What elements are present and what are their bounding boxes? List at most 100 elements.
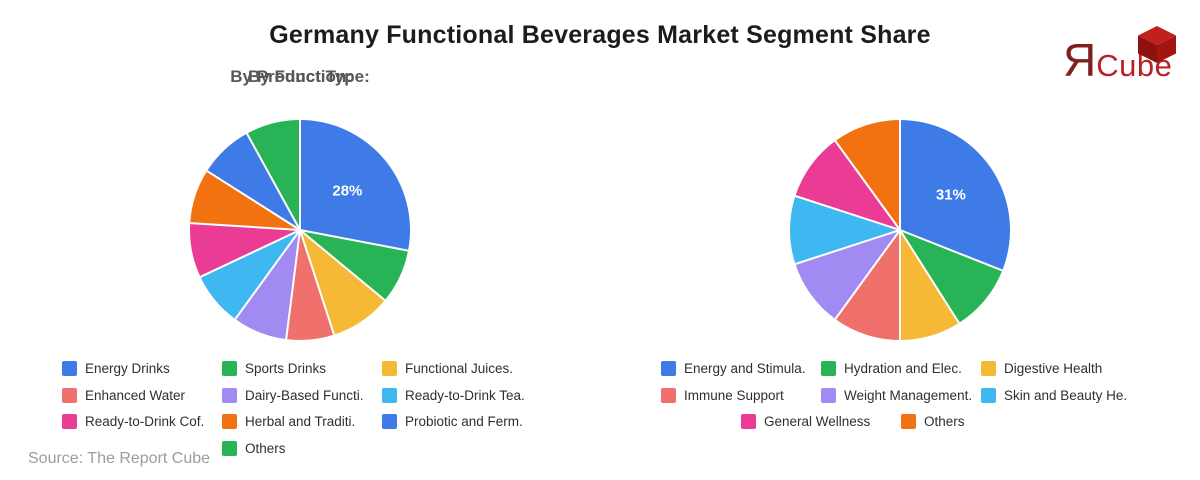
left-chart-title: By Product Type: bbox=[230, 67, 370, 86]
legend-function: Energy and Stimula. Hydration and Elec. Di… bbox=[661, 361, 1141, 429]
legend-swatch bbox=[382, 414, 397, 429]
legend-item: Others bbox=[901, 414, 1061, 429]
legend-item: Energy and Stimula. bbox=[661, 361, 821, 376]
slice-separator bbox=[200, 229, 301, 278]
legend-label: Others bbox=[924, 414, 965, 429]
slice-percent-label: 28% bbox=[332, 182, 363, 200]
legend-swatch bbox=[661, 387, 676, 403]
pie-slice bbox=[835, 230, 900, 340]
slice-separator bbox=[299, 229, 409, 252]
legend-item: Ready-to-Drink Tea. bbox=[382, 387, 542, 403]
pie-slice bbox=[247, 120, 300, 230]
pie-slice bbox=[207, 133, 300, 230]
pie-slice bbox=[795, 230, 900, 319]
legend-item: Digestive Health bbox=[981, 361, 1141, 376]
legend-item: General Wellness bbox=[741, 414, 901, 429]
legend-swatch bbox=[62, 387, 77, 403]
legend-swatch bbox=[741, 414, 756, 429]
pie-slice bbox=[795, 141, 900, 230]
legend-label: Immune Support bbox=[684, 387, 784, 403]
legend-swatch bbox=[382, 361, 397, 376]
pie-slice bbox=[286, 230, 334, 340]
legend-label: Sports Drinks bbox=[245, 361, 327, 376]
legend-swatch bbox=[222, 440, 237, 456]
pie-slice bbox=[900, 230, 1003, 323]
legend-swatch bbox=[62, 414, 77, 429]
slice-separator bbox=[834, 229, 901, 320]
pie-slice bbox=[235, 230, 300, 340]
legend-label: Functional Juices. bbox=[405, 361, 514, 376]
legend-item: Enhanced Water bbox=[62, 387, 222, 403]
legend-swatch bbox=[222, 414, 237, 429]
slice-percent-label: 31% bbox=[935, 186, 966, 204]
legend-item: Hydration and Elec. bbox=[821, 361, 981, 376]
legend-item: Probiotic and Ferm. bbox=[382, 414, 542, 429]
legend-label: Energy Drinks bbox=[85, 361, 170, 376]
legend-label: Weight Management. bbox=[844, 387, 973, 403]
legend-item: Immune Support bbox=[661, 387, 821, 403]
slice-separator bbox=[899, 229, 1003, 272]
right-chart-title: By Function: bbox=[248, 67, 352, 86]
legend-swatch bbox=[62, 361, 77, 376]
slice-separator bbox=[795, 195, 901, 231]
slice-separator bbox=[899, 229, 960, 324]
legend-label: General Wellness bbox=[764, 414, 871, 429]
legend-swatch bbox=[981, 361, 996, 376]
cube-left-face bbox=[1138, 35, 1157, 63]
pie-slice bbox=[900, 230, 959, 340]
legend-item: Others bbox=[222, 440, 382, 456]
legend-label: Herbal and Traditi. bbox=[245, 414, 356, 429]
page-title: Germany Functional Beverages Market Segm… bbox=[269, 21, 931, 49]
slice-separator bbox=[299, 229, 335, 335]
pie-slice bbox=[190, 223, 300, 277]
slice-separator bbox=[246, 133, 301, 231]
pie-slice bbox=[200, 230, 300, 319]
legend-swatch bbox=[222, 361, 237, 376]
pie-slice bbox=[835, 120, 900, 230]
pie-slice bbox=[300, 230, 409, 301]
logo-mark: Я bbox=[1063, 34, 1097, 86]
legend-swatch bbox=[382, 387, 397, 403]
pie-slice bbox=[900, 120, 1011, 271]
legend-label: Dairy-Based Functi. bbox=[245, 387, 364, 403]
legend-item: Ready-to-Drink Cof. bbox=[62, 414, 222, 429]
legend-label: Energy and Stimula. bbox=[684, 361, 806, 376]
pie-slice bbox=[300, 120, 410, 251]
slice-separator bbox=[285, 229, 301, 340]
legend-item: Dairy-Based Functi. bbox=[222, 387, 382, 403]
pie-slice bbox=[300, 230, 385, 335]
pie-product-type: 28% bbox=[185, 115, 415, 345]
legend-swatch bbox=[901, 414, 916, 429]
legend-item: Energy Drinks bbox=[62, 361, 222, 376]
legend-swatch bbox=[981, 387, 996, 403]
legend-item: Sports Drinks bbox=[222, 361, 382, 376]
slice-separator bbox=[834, 140, 901, 231]
legend-item: Weight Management. bbox=[821, 387, 981, 403]
legend-swatch bbox=[821, 361, 836, 376]
legend-label: Ready-to-Drink Cof. bbox=[85, 414, 205, 429]
cube-right-face bbox=[1157, 35, 1176, 63]
legend-label: Enhanced Water bbox=[85, 387, 186, 403]
slice-separator bbox=[795, 229, 901, 265]
slice-separator bbox=[234, 229, 301, 320]
pie-slice bbox=[190, 171, 300, 230]
pie-function: 31% bbox=[785, 115, 1015, 345]
legend-item: Functional Juices. bbox=[382, 361, 542, 376]
legend-item: Skin and Beauty He. bbox=[981, 387, 1141, 403]
legend-swatch bbox=[222, 387, 237, 403]
legend-label: Ready-to-Drink Tea. bbox=[405, 387, 525, 403]
legend-label: Hydration and Elec. bbox=[844, 361, 962, 376]
slice-separator bbox=[190, 222, 301, 231]
legend-product-type: Energy Drinks Sports Drinks Functional Jui… bbox=[62, 361, 542, 456]
legend-label: Digestive Health bbox=[1004, 361, 1103, 376]
pie-slice bbox=[789, 196, 900, 264]
legend-label: Probiotic and Ferm. bbox=[405, 414, 523, 429]
cube-3d-icon bbox=[1138, 26, 1176, 63]
slice-separator bbox=[206, 170, 301, 231]
legend-swatch bbox=[821, 387, 836, 403]
slice-separator bbox=[299, 229, 386, 301]
legend-swatch bbox=[661, 361, 676, 376]
legend-item: Herbal and Traditi. bbox=[222, 414, 382, 429]
legend-label: Others bbox=[245, 440, 286, 456]
